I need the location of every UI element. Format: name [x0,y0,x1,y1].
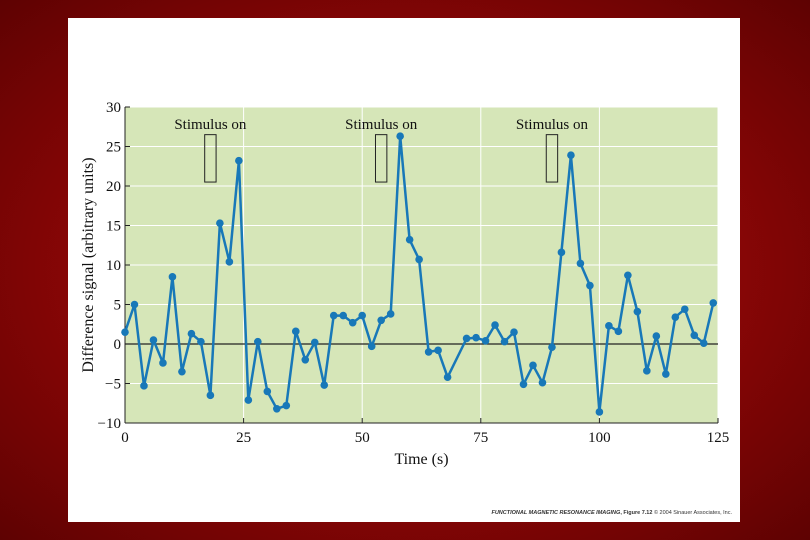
y-tick-label: −5 [105,377,121,393]
data-point [149,336,158,344]
slide-panel: −10 −5 0 5 10 15 20 25 30 0 25 50 75 100 125 Time (s) Di… [68,18,740,522]
data-point [595,408,604,416]
y-tick-label: 20 [106,179,121,195]
y-tick-label: 25 [106,140,121,156]
data-point [690,331,699,340]
figure-number: , Figure 7.12 [620,510,653,516]
data-point [614,327,623,336]
data-point [178,367,186,376]
data-point [339,311,348,320]
stimulus-box [545,134,559,183]
data-point [358,311,367,320]
x-tick-label: 125 [707,430,730,446]
data-point [652,332,661,340]
data-point [291,327,300,336]
data-point [386,310,395,318]
data-point [548,343,556,351]
data-point [405,235,414,244]
line-chart: −10 −5 0 5 10 15 20 25 30 0 25 50 75 100 125 Time (s) Di… [80,100,730,468]
x-tick-label: 75 [473,430,488,446]
data-point [187,329,196,338]
x-tick-label: 25 [236,430,251,446]
data-point [235,156,243,165]
data-point [329,311,338,320]
data-point [538,378,547,387]
data-point [680,305,689,314]
data-point [140,382,148,390]
data-point [605,322,613,330]
data-point [709,299,718,307]
data-point [624,271,632,280]
x-tick-label: 50 [355,430,370,446]
data-point [225,258,234,266]
data-point [282,401,291,410]
x-tick-label: 0 [121,430,129,446]
data-point [168,273,177,281]
data-point [586,281,594,290]
data-point [244,396,253,404]
data-point [576,259,585,268]
data-point [491,321,499,329]
data-point [367,342,376,351]
data-point [159,359,167,367]
stimulus-label: Stimulus on [516,117,589,133]
data-point [320,381,329,389]
y-tick-label: 10 [106,258,121,274]
data-point [472,333,480,342]
data-point [481,337,490,345]
stimulus-label: Stimulus on [174,117,247,133]
data-point [396,132,404,141]
data-point [500,337,509,346]
figure-credit: FUNCTIONAL MAGNETIC RESONANCE IMAGING, F… [491,510,732,516]
x-axis-title: Time (s) [394,451,448,468]
data-point [254,337,262,346]
y-tick-label: 5 [114,298,122,314]
data-point [348,318,357,327]
data-point [206,391,215,400]
data-point [121,328,129,336]
copyright: © 2004 Sinauer Associates, Inc. [652,510,732,516]
data-point [567,151,575,159]
stimulus-box [374,134,388,183]
y-tick-label: 30 [106,100,121,116]
data-point [216,219,224,227]
data-point [197,337,205,346]
data-point [671,313,680,321]
data-point [633,307,642,316]
stimulus-label: Stimulus on [345,117,418,133]
y-tick-label: 15 [106,219,121,235]
y-axis-title: Difference signal (arbitrary units) [80,157,97,372]
data-point [443,373,452,381]
data-point [529,361,537,370]
data-point [263,387,272,396]
data-point [557,248,566,257]
data-point [273,404,281,413]
data-point [415,255,423,264]
stimulus-box [204,134,217,183]
data-point [310,338,319,347]
y-tick-label: −10 [98,416,121,432]
figure-title: FUNCTIONAL MAGNETIC RESONANCE IMAGING [491,510,621,516]
data-point [301,356,310,364]
y-tick-label: 0 [114,337,122,353]
data-point [662,370,670,378]
data-point [699,339,708,348]
data-point [643,367,651,375]
data-point [462,334,471,343]
data-point [130,300,139,309]
x-tick-label: 100 [588,430,611,446]
data-point [377,316,385,325]
data-point [519,380,528,389]
data-point [434,346,442,355]
data-point [424,348,433,356]
data-point [510,328,518,336]
